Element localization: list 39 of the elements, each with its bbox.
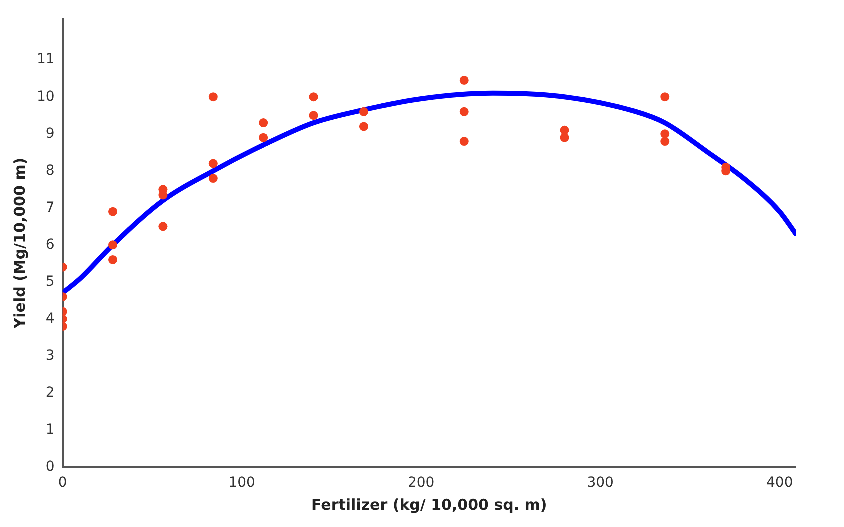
point [359, 122, 368, 132]
point [359, 107, 368, 116]
point [560, 133, 570, 142]
point [660, 137, 670, 146]
x-tick-label: 400 [766, 475, 794, 492]
point [108, 240, 118, 250]
y-tick-label: 10 [36, 88, 55, 105]
y-tick-label: 9 [46, 126, 55, 142]
y-tick-label: 11 [36, 52, 55, 68]
y-tick-label: 5 [46, 274, 55, 290]
point [460, 76, 469, 85]
x-tick-label: 0 [58, 475, 68, 492]
point [208, 174, 218, 184]
point [460, 137, 469, 146]
y-tick-label: 3 [46, 348, 55, 364]
point [309, 111, 318, 120]
point [660, 92, 670, 102]
point [660, 130, 670, 139]
point [108, 255, 118, 264]
y-tick-label: 4 [46, 310, 55, 327]
y-tick-label: 7 [46, 200, 55, 216]
x-axis-title: Fertilizer (kg/ 10,000 sq. m) [312, 496, 548, 514]
point [158, 222, 168, 232]
x-tick-label: 200 [408, 475, 435, 492]
point [108, 207, 118, 216]
point [460, 107, 469, 116]
y-tick-label: 8 [46, 162, 55, 179]
point [259, 118, 268, 128]
y-tick-label: 6 [46, 236, 55, 253]
x-tick-label: 100 [228, 475, 256, 492]
point [208, 159, 218, 168]
y-tick-label: 1 [46, 422, 55, 438]
point [208, 92, 218, 102]
point [259, 133, 268, 142]
y-tick-label: 2 [46, 384, 55, 401]
y-axis-title: Yield (Mg/10,000 m) [10, 158, 29, 330]
x-tick-label: 300 [587, 475, 614, 492]
y-tick-label: 0 [46, 458, 55, 475]
point [309, 92, 318, 102]
